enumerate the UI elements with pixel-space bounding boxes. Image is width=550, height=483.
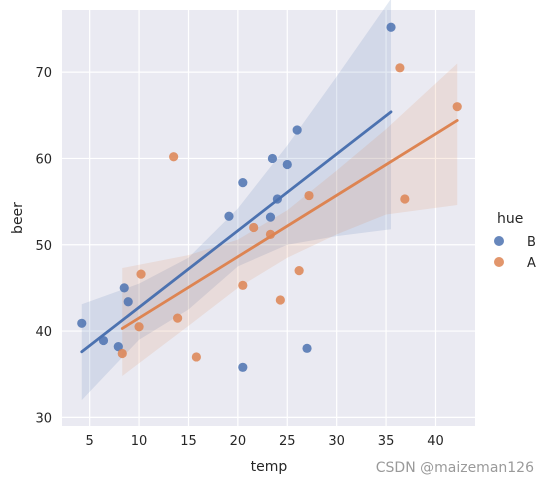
point-a-3 (169, 152, 179, 162)
point-a-13 (400, 194, 410, 204)
legend-label-b: B (527, 235, 536, 250)
legend-marker-b (494, 236, 504, 246)
point-a-11 (304, 190, 314, 201)
point-a-8 (265, 229, 276, 239)
point-b-9 (267, 153, 278, 164)
point-b-6 (238, 178, 248, 188)
x-tick-label-25: 25 (279, 434, 296, 449)
grid (62, 10, 475, 426)
point-a-1 (134, 322, 144, 332)
watermark: CSDN @maizeman126 (376, 460, 534, 476)
point-a-7 (249, 222, 259, 233)
point-b-14 (386, 22, 396, 32)
y-tick-label-40: 40 (35, 325, 52, 340)
x-tick-label-35: 35 (378, 434, 395, 449)
point-b-7 (238, 362, 248, 372)
point-b-11 (282, 159, 292, 170)
point-a-9 (275, 295, 285, 305)
point-a-14 (452, 102, 462, 112)
legend-title: hue (497, 211, 523, 227)
point-a-4 (173, 313, 183, 323)
x-axis-label: temp (251, 459, 288, 475)
y-tick-label-50: 50 (35, 239, 52, 254)
confidence-band-b (81, 0, 392, 401)
regression-lines (80, 110, 459, 354)
tick-labels: 5 10 15 20 25 30 35 40 30 40 50 60 70 (35, 66, 443, 449)
regression-line-b (80, 110, 393, 354)
x-tick-label-20: 20 (230, 434, 247, 449)
point-b-3 (119, 283, 129, 293)
point-b-0 (77, 318, 87, 328)
point-b-2 (113, 341, 123, 352)
point-b-1 (98, 335, 109, 346)
point-b-13 (302, 343, 312, 353)
point-b-12 (292, 125, 302, 135)
x-tick-label-10: 10 (131, 434, 148, 449)
y-tick-label-30: 30 (35, 411, 52, 426)
x-tick-label-40: 40 (427, 434, 444, 449)
x-tick-label-15: 15 (180, 434, 197, 449)
confidence-bands (81, 0, 458, 401)
point-b-4 (123, 297, 133, 307)
y-tick-label-60: 60 (35, 152, 52, 167)
x-tick-label-30: 30 (328, 434, 345, 449)
y-tick-label-70: 70 (35, 66, 52, 81)
point-b-10 (272, 194, 282, 204)
legend: hue B A (494, 211, 536, 271)
point-b-8 (265, 212, 276, 222)
point-a-0 (117, 348, 127, 359)
point-b-5 (224, 211, 234, 221)
point-a-6 (238, 280, 248, 290)
y-axis-label: beer (10, 202, 26, 234)
regression-line-a (120, 119, 459, 330)
point-a-10 (294, 266, 304, 276)
legend-label-a: A (527, 256, 536, 271)
data-points (77, 22, 462, 372)
confidence-band-a (122, 63, 458, 376)
x-tick-label-5: 5 (86, 434, 94, 449)
point-a-5 (191, 352, 201, 362)
point-a-12 (395, 63, 405, 73)
point-a-2 (136, 269, 146, 279)
legend-marker-a (494, 257, 504, 267)
